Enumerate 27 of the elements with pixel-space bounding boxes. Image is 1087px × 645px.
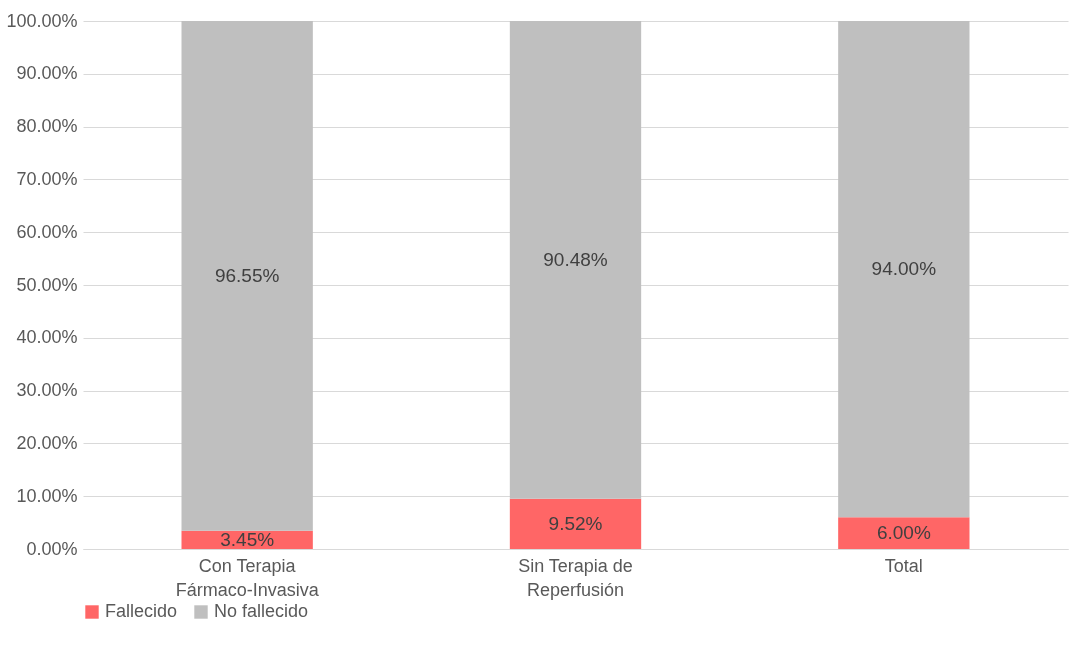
y-tick-label: 40.00% [16, 327, 78, 348]
data-label: 6.00% [876, 522, 931, 544]
bar [509, 498, 642, 549]
legend-label: Fallecido [105, 601, 178, 621]
bar [838, 517, 970, 549]
x-tick-label: Con Terapia Fármaco-Invasiva [175, 555, 320, 600]
y-tick-label: 20.00% [16, 432, 78, 453]
data-label: 9.52% [548, 512, 603, 534]
y-tick-label: 30.00% [16, 380, 78, 401]
data-label: 3.45% [220, 528, 275, 550]
bar [838, 21, 970, 518]
data-label: 94.00% [871, 258, 937, 280]
x-tick-label: Sin Terapia de Reperfusión [518, 555, 633, 600]
data-label: 90.48% [543, 248, 608, 270]
y-tick-label: 10.00% [16, 485, 78, 506]
bar [181, 21, 313, 531]
legend-label: No fallecido [214, 601, 309, 621]
y-tick-label: 70.00% [16, 168, 78, 189]
bar [509, 21, 642, 499]
data-label: 96.55% [214, 264, 280, 286]
y-tick-label: 60.00% [16, 221, 78, 242]
y-tick-label: 80.00% [16, 116, 78, 137]
y-tick-label: 0.00% [26, 538, 78, 559]
y-tick-label: 100.00% [6, 10, 78, 31]
x-tick-label: Total [884, 555, 923, 576]
y-tick-label: 50.00% [16, 274, 78, 295]
y-tick-label: 90.00% [16, 63, 78, 84]
